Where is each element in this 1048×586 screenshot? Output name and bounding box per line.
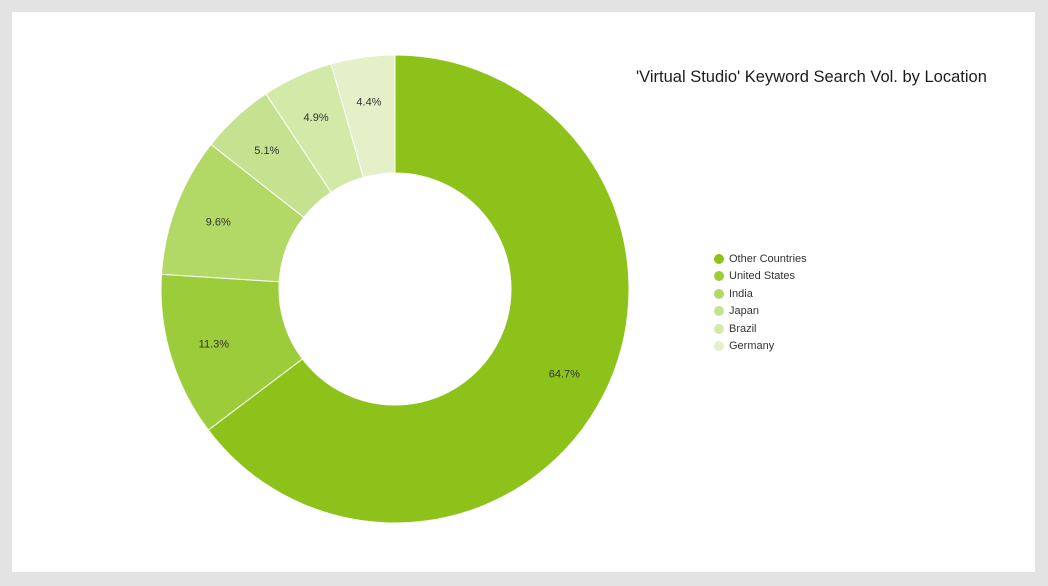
legend-swatch	[714, 341, 724, 352]
legend-label: Other Countries	[729, 252, 807, 265]
data-label-brazil: 4.9%	[304, 112, 329, 124]
slice-other-countries[interactable]	[207, 54, 630, 524]
legend-item-japan[interactable]: Japan	[714, 303, 807, 321]
legend-swatch	[714, 323, 724, 334]
donut-chart: 64.7% 11.3% 9.6% 5.1% 4.9% 4.4%	[160, 54, 630, 524]
legend-swatch	[714, 306, 724, 317]
chart-card: 64.7% 11.3% 9.6% 5.1% 4.9% 4.4% 'Virtual Stud…	[12, 12, 1035, 572]
legend-label: Germany	[729, 340, 775, 353]
legend-item-united-states[interactable]: United States	[714, 268, 807, 286]
data-label-japan: 5.1%	[254, 145, 279, 157]
data-label-united-states: 11.3%	[199, 338, 230, 350]
legend-label: United States	[729, 270, 796, 283]
legend-label: Japan	[729, 305, 759, 318]
legend-label: India	[729, 287, 753, 300]
chart-title: 'Virtual Studio' Keyword Search Vol. by …	[636, 68, 987, 86]
legend-item-germany[interactable]: Germany	[714, 338, 807, 356]
legend-item-brazil[interactable]: Brazil	[714, 320, 807, 338]
data-label-germany: 4.4%	[356, 97, 381, 109]
data-label-other-countries: 64.7%	[549, 368, 580, 380]
legend-swatch	[714, 253, 724, 264]
legend-item-other-countries[interactable]: Other Countries	[714, 250, 807, 268]
data-label-india: 9.6%	[206, 217, 231, 229]
slice-germany[interactable]	[330, 54, 396, 179]
legend-swatch	[714, 271, 724, 282]
chart-legend: Other Countries United States India Japan Br…	[714, 250, 807, 355]
legend-label: Brazil	[729, 322, 757, 335]
legend-swatch	[714, 288, 724, 299]
legend-item-india[interactable]: India	[714, 285, 807, 303]
